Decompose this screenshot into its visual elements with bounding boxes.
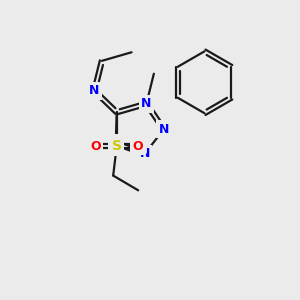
Text: S: S xyxy=(112,139,122,153)
Text: N: N xyxy=(110,137,121,150)
Text: O: O xyxy=(133,140,143,153)
Text: N: N xyxy=(140,147,150,160)
Text: N: N xyxy=(159,123,169,136)
Text: N: N xyxy=(89,84,100,98)
Text: N: N xyxy=(141,97,152,110)
Text: O: O xyxy=(90,140,101,153)
